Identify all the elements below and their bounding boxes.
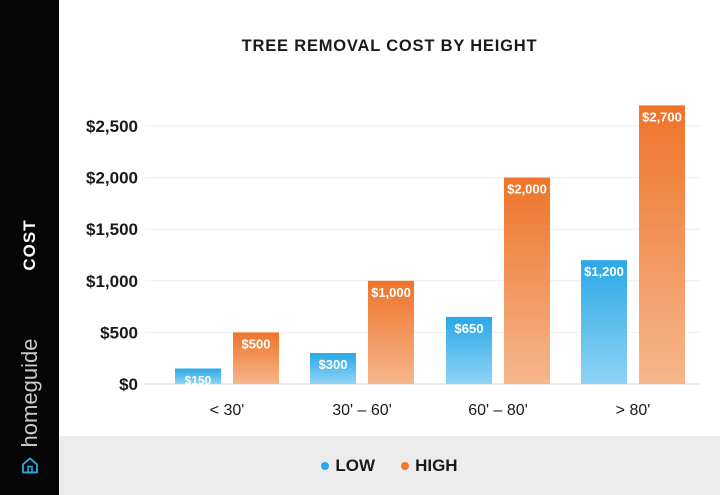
legend-label-low: LOW bbox=[335, 455, 376, 475]
house-icon bbox=[22, 457, 38, 474]
sidebar: COST homeguide bbox=[0, 0, 59, 495]
x-tick-label: > 80' bbox=[616, 402, 651, 419]
y-tick-label: $2,500 bbox=[86, 117, 138, 136]
bar-high bbox=[233, 332, 279, 384]
legend-dot-low bbox=[321, 461, 330, 470]
y-tick-label: $1,500 bbox=[86, 220, 138, 239]
x-tick-label: < 30' bbox=[210, 402, 245, 419]
y-tick-label: $1,000 bbox=[86, 272, 138, 291]
bar-high bbox=[639, 105, 685, 385]
legend-dot-high bbox=[401, 461, 410, 470]
y-tick-label: $0 bbox=[119, 375, 138, 394]
data-label: $1,000 bbox=[371, 285, 411, 300]
y-tick-label: $500 bbox=[100, 323, 138, 342]
y-tick-label: $2,000 bbox=[86, 169, 138, 188]
x-tick-label: 30' – 60' bbox=[332, 402, 392, 419]
data-label: $150 bbox=[185, 374, 212, 388]
bar-low bbox=[446, 316, 492, 384]
bar-low bbox=[581, 260, 627, 384]
data-label: $650 bbox=[455, 321, 484, 336]
legend-label-high: HIGH bbox=[415, 455, 458, 475]
data-label: $2,700 bbox=[642, 109, 682, 124]
brand-logo: homeguide bbox=[17, 339, 43, 476]
x-tick-label: 60' – 80' bbox=[468, 402, 528, 419]
data-label: $2,000 bbox=[507, 182, 547, 197]
bar-high bbox=[368, 280, 414, 384]
legend-item-high: HIGH bbox=[401, 456, 458, 476]
bar-low bbox=[310, 353, 356, 384]
chart-title: TREE REMOVAL COST BY HEIGHT bbox=[241, 37, 538, 55]
data-label: $1,200 bbox=[584, 264, 624, 279]
legend: LOW HIGH bbox=[59, 436, 720, 495]
bar-high bbox=[504, 177, 550, 384]
data-label: $500 bbox=[242, 336, 271, 351]
bar-low bbox=[175, 368, 221, 384]
data-label: $300 bbox=[319, 357, 348, 372]
legend-item-low: LOW bbox=[321, 456, 375, 476]
